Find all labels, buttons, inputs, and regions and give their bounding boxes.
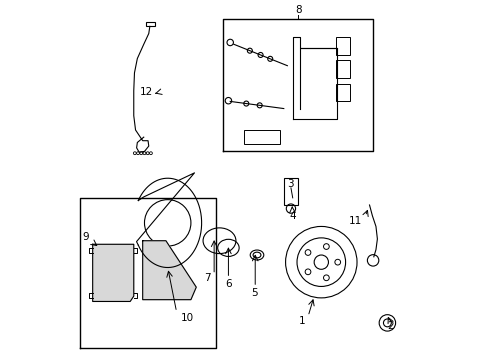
Text: 11: 11: [348, 216, 361, 226]
Bar: [283, 178, 298, 205]
Text: 6: 6: [224, 279, 231, 289]
Text: 3: 3: [287, 179, 294, 189]
Bar: [335, 60, 349, 78]
Bar: [146, 22, 155, 26]
Polygon shape: [142, 241, 196, 300]
Text: 8: 8: [294, 5, 301, 15]
Text: 1: 1: [298, 316, 305, 326]
Text: 5: 5: [251, 288, 257, 297]
Bar: [335, 84, 349, 102]
Text: 9: 9: [82, 232, 89, 242]
Text: 2: 2: [387, 321, 393, 332]
Text: 12: 12: [140, 87, 153, 98]
Text: 4: 4: [289, 211, 295, 221]
Bar: [244, 130, 280, 144]
Text: 7: 7: [203, 273, 210, 283]
Bar: [335, 37, 349, 55]
Polygon shape: [93, 244, 134, 301]
Text: 10: 10: [181, 312, 194, 323]
